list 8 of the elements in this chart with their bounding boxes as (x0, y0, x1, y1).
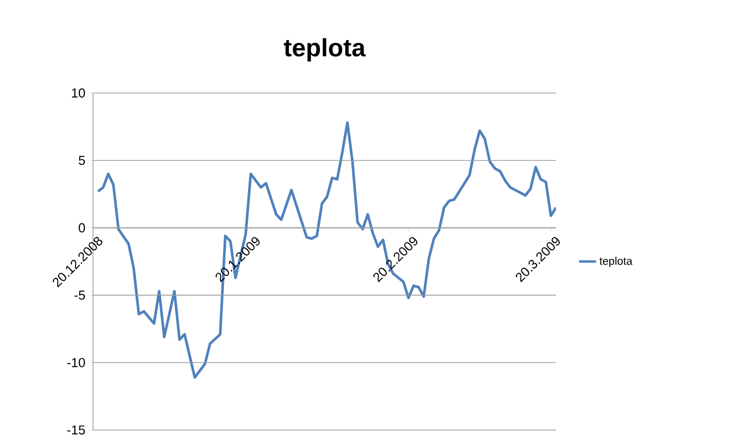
y-tick-label: -15 (67, 426, 85, 435)
y-tick-label: -5 (74, 290, 85, 300)
y-tick-label: 10 (72, 88, 85, 98)
chart-title: teplota (284, 38, 366, 62)
y-tick-label: 0 (78, 223, 85, 232)
legend-label: teplota (600, 256, 632, 268)
y-tick-label: 5 (78, 156, 85, 165)
y-tick-label: -10 (67, 358, 85, 368)
